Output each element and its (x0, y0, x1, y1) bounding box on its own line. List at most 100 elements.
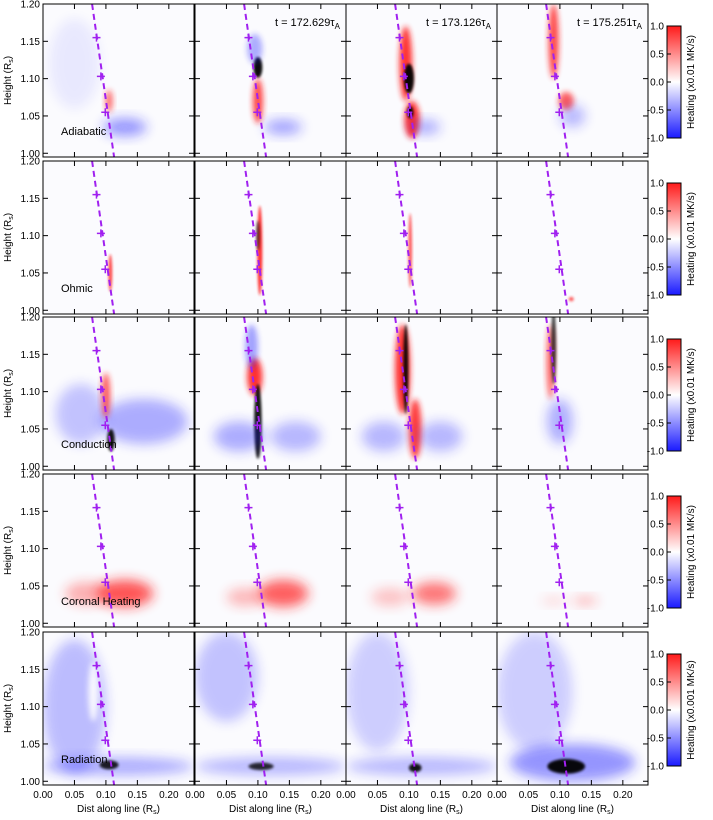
plus-marker (555, 578, 564, 587)
y-tick-label: 1.00 (21, 149, 41, 160)
plus-marker (96, 229, 105, 238)
plus-marker (96, 72, 105, 81)
axes-labels: Adiabatic 1.00 1.05 1.10 1.15 1.20 Height (Rs)… (3, 0, 697, 816)
dashed-trajectory-line (243, 161, 268, 314)
plus-marker (404, 108, 413, 117)
panel-background (497, 474, 648, 627)
colorbar-tick-label: -1.0 (647, 291, 665, 302)
colorbar-tick-label: -1.0 (647, 604, 665, 615)
field-blob (408, 119, 441, 135)
heating-field (43, 639, 194, 776)
y-tick-label: 1.20 (21, 0, 41, 11)
panel-frame (42, 631, 195, 786)
field-blob (65, 582, 110, 605)
plus-marker (96, 542, 105, 551)
panel-background (195, 161, 346, 314)
dashed-trajectory-line (91, 474, 116, 627)
y-tick-label: 1.15 (21, 350, 41, 361)
y-tick-label: 1.00 (21, 619, 41, 630)
heating-field (195, 632, 346, 776)
y-tick-label: 1.05 (21, 581, 41, 592)
dashed-trajectory-line (394, 161, 419, 314)
plus-marker (404, 421, 413, 430)
x-axis-label: Dist along line (Rs) (531, 804, 614, 816)
plus-marker (399, 72, 408, 81)
y-tick-label: 1.15 (21, 665, 41, 676)
plus-marker (244, 33, 253, 42)
colorbar-tick-label: 1.0 (650, 650, 664, 661)
heating-field (55, 372, 188, 452)
field-blob (101, 372, 111, 418)
plus-marker (101, 421, 110, 430)
x-tick-label: 0.05 (217, 790, 237, 801)
y-tick-label: 1.20 (21, 313, 41, 324)
plus-marker (555, 108, 564, 117)
y-tick-label: 1.20 (21, 470, 41, 481)
field-blob (408, 399, 422, 459)
colorbar-tick-label: 0.0 (650, 548, 664, 559)
heating-field (541, 596, 598, 606)
colorbar-tick-label: 0.0 (650, 78, 664, 89)
plus-marker (546, 346, 555, 355)
y-tick-label: 1.05 (21, 739, 41, 750)
field-blob (252, 78, 263, 124)
field-blob (346, 632, 409, 752)
dashed-trajectory-line (394, 317, 419, 470)
x-tick-label: 0.00 (336, 790, 356, 801)
dashed-trajectory-line (91, 161, 116, 314)
x-axis-label: Dist along line (Rs) (77, 804, 160, 816)
x-tick-label: 0.20 (613, 790, 633, 801)
y-tick-label: 1.00 (21, 777, 41, 788)
plus-marker (395, 33, 404, 42)
plus-marker (101, 265, 110, 274)
dashed-trajectory-line (243, 317, 268, 470)
field-blob (418, 421, 463, 452)
plus-marker (404, 736, 413, 745)
row-label: Coronal Heating (61, 596, 141, 608)
field-blob (99, 760, 119, 770)
field-blob (346, 757, 497, 776)
field-blob (541, 596, 567, 606)
y-tick-label: 1.20 (21, 628, 41, 639)
panel-ohmic-2 (194, 160, 347, 315)
dashed-trajectory-line (91, 317, 116, 470)
x-tick-label: 0.15 (128, 790, 148, 801)
heating-field (568, 296, 574, 302)
field-blob (248, 762, 274, 771)
heating-field (399, 26, 441, 139)
panel-frame (42, 160, 195, 315)
plus-marker (253, 578, 262, 587)
dashed-trajectory-line (394, 474, 419, 627)
x-tick-label: 0.20 (159, 790, 179, 801)
plus-marker (244, 661, 253, 670)
colorbar-tick-label: 0.0 (650, 706, 664, 717)
dashed-trajectory-line (545, 474, 570, 627)
time-label: t = 172.629τA (275, 17, 341, 31)
plus-marker (248, 542, 257, 551)
plus-marker (395, 503, 404, 512)
field-blob (371, 588, 409, 607)
plus-marker (96, 700, 105, 709)
plus-marker (555, 736, 564, 745)
x-tick-label: 0.10 (550, 790, 570, 801)
panel-background (497, 161, 648, 314)
x-tick-label: 0.20 (462, 790, 482, 801)
y-tick-label: 1.15 (21, 507, 41, 518)
colorbar-label: Heating (x0.001 MK/s) (686, 660, 697, 760)
plus-marker (546, 190, 555, 199)
panel-ohmic-1 (42, 160, 195, 315)
x-tick-label: 0.05 (368, 790, 388, 801)
colorbar-tick-label: 1.0 (650, 492, 664, 503)
plus-marker (248, 700, 257, 709)
plus-marker (395, 661, 404, 670)
panel-coronal-heating-3 (345, 473, 498, 628)
y-axis-label: Height (Rs) (3, 684, 15, 733)
panel-background (497, 4, 648, 157)
colorbar-tick-label: -1.0 (647, 447, 665, 458)
panel-coronal-heating-2 (194, 473, 347, 628)
y-tick-label: 1.10 (21, 387, 41, 398)
field-blob (548, 4, 559, 79)
field-blob (572, 596, 598, 606)
x-axis-label: Dist along line (Rs) (229, 804, 312, 816)
